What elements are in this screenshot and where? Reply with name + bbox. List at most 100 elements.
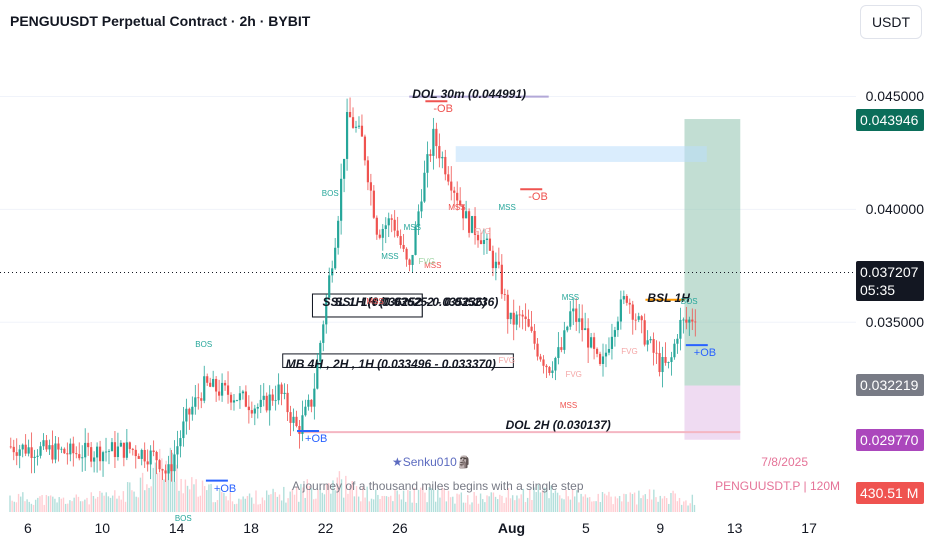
candle-body <box>587 328 590 348</box>
volume-bar <box>154 462 157 512</box>
candle <box>212 370 215 388</box>
candle-body <box>384 225 387 229</box>
candle <box>215 376 218 402</box>
candle <box>441 151 444 169</box>
candle-body <box>307 399 310 407</box>
candle <box>101 450 105 477</box>
candle-body <box>658 353 661 373</box>
volume-bar <box>225 496 227 512</box>
volume-bar <box>300 483 302 512</box>
candle-body <box>36 455 39 457</box>
volume-bar <box>174 481 176 512</box>
volume-bar <box>591 501 593 512</box>
annotation-label: FVG <box>418 256 435 266</box>
volume-bar <box>552 492 555 512</box>
volume-bar <box>437 489 439 512</box>
candle <box>497 247 500 269</box>
volume-bar <box>490 492 492 512</box>
candle <box>587 318 590 364</box>
candle-body <box>530 326 533 331</box>
candle <box>521 310 524 330</box>
volume-bar <box>550 485 552 512</box>
candle-body <box>465 211 468 219</box>
volume-bar <box>381 495 383 512</box>
candle <box>72 436 75 467</box>
volume-bar <box>203 486 206 512</box>
candle <box>9 437 12 449</box>
volume-bar <box>54 498 56 512</box>
volume-bar <box>370 498 373 512</box>
volume-bar <box>573 496 576 512</box>
volume-bar <box>520 494 522 512</box>
candle-body <box>301 415 304 435</box>
candle-body <box>256 407 259 409</box>
volume-bar <box>631 493 634 512</box>
annotation-label: MSS <box>366 297 384 307</box>
candle-body <box>441 156 444 159</box>
volume-bar <box>642 495 644 512</box>
volume-bar <box>561 498 563 512</box>
volume-bar <box>328 483 330 512</box>
candle <box>694 309 697 337</box>
volume-bar <box>531 500 533 512</box>
time-axis[interactable]: 6 10 14 18 22 26 Aug 5 9 13 17 <box>0 512 856 550</box>
candle-body <box>521 314 524 317</box>
price-axis[interactable]: 0.045000 0.040000 0.035000 0.043946 0.037207… <box>856 40 932 510</box>
candle-body <box>592 337 596 349</box>
volume-bar <box>236 503 238 512</box>
candle <box>676 334 679 354</box>
candle-body <box>42 440 45 447</box>
volume-bar <box>218 488 221 512</box>
current-price-tag: 0.037207 05:35 <box>856 261 924 302</box>
volume-bar <box>56 502 58 512</box>
candle-body <box>295 416 298 427</box>
volume-bar <box>364 497 366 512</box>
volume-bar <box>479 493 482 512</box>
volume-bar <box>332 480 334 512</box>
candle-body <box>63 448 66 454</box>
candle <box>542 355 545 374</box>
currency-selector-button[interactable]: USDT <box>860 5 922 39</box>
volume-bar <box>90 492 92 512</box>
candle <box>158 459 161 473</box>
candle-body <box>679 319 682 339</box>
candle <box>24 434 27 457</box>
annotation-label: MSS <box>424 261 442 271</box>
volume-bar <box>84 499 86 512</box>
annotation-label: MSS <box>498 202 516 212</box>
candle-body <box>569 311 572 327</box>
candle-body <box>551 370 554 373</box>
candle-body <box>411 254 414 265</box>
candle-body <box>524 316 527 320</box>
volume-bar <box>375 489 377 512</box>
annotation-label: BOS <box>680 297 698 307</box>
candle <box>322 320 325 352</box>
candle <box>423 160 426 203</box>
candle <box>244 385 247 408</box>
candle-body <box>313 388 316 407</box>
candle <box>560 337 563 353</box>
volume-bar <box>400 499 403 512</box>
candle <box>616 316 619 337</box>
candle-body <box>515 314 518 325</box>
candle <box>200 392 203 409</box>
candle-body <box>444 156 447 175</box>
volume-bar <box>274 492 276 512</box>
candle-body <box>372 190 375 218</box>
volume-bar <box>330 493 332 512</box>
volume-bar <box>670 493 672 512</box>
volume-bar <box>135 496 137 512</box>
candle <box>283 383 286 400</box>
volume-bar <box>212 502 214 512</box>
candle-body <box>494 261 497 269</box>
volume-bar <box>340 479 343 512</box>
volume-bar <box>661 498 664 512</box>
candle-body <box>200 398 203 401</box>
volume-bar <box>253 503 255 512</box>
candle-body <box>366 160 370 183</box>
candle <box>57 437 60 462</box>
candle-body <box>357 125 361 127</box>
volume-bar <box>146 484 148 512</box>
candle <box>667 361 670 369</box>
